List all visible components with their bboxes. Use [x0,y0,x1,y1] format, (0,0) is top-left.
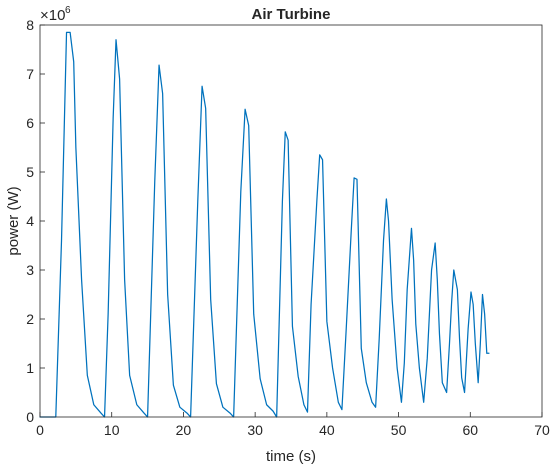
y-axis-label: power (W) [5,186,22,255]
y-axis-exponent: ×10 6 [40,5,71,24]
x-tick-label: 40 [319,422,335,438]
x-tick-label: 50 [391,422,407,438]
x-ticks: 0 10 20 30 40 50 60 70 [36,412,550,438]
x-tick-label: 30 [247,422,263,438]
plot-axes-box [39,24,543,418]
y-tick-label: 3 [26,262,34,278]
x-tick-label: 0 [36,422,44,438]
y-tick-label: 8 [26,17,34,33]
y-ticks: 0 1 2 3 4 5 6 7 8 [26,17,45,425]
y-tick-label: 7 [26,66,34,82]
x-tick-label: 70 [534,422,550,438]
y-tick-label: 0 [26,409,34,425]
x-tick-label: 10 [104,422,120,438]
y-tick-label: 4 [26,213,34,229]
y-tick-label: 1 [26,360,34,376]
x-axis-label: time (s) [266,448,316,465]
x-tick-label: 20 [176,422,192,438]
y-tick-label: 5 [26,164,34,180]
y-exponent-base: ×10 [40,7,65,24]
y-tick-label: 6 [26,115,34,131]
y-tick-label: 2 [26,311,34,327]
chart-title: Air Turbine [252,6,331,23]
y-exponent-power: 6 [65,5,71,16]
power-series-line [39,31,490,418]
x-tick-label: 60 [462,422,478,438]
